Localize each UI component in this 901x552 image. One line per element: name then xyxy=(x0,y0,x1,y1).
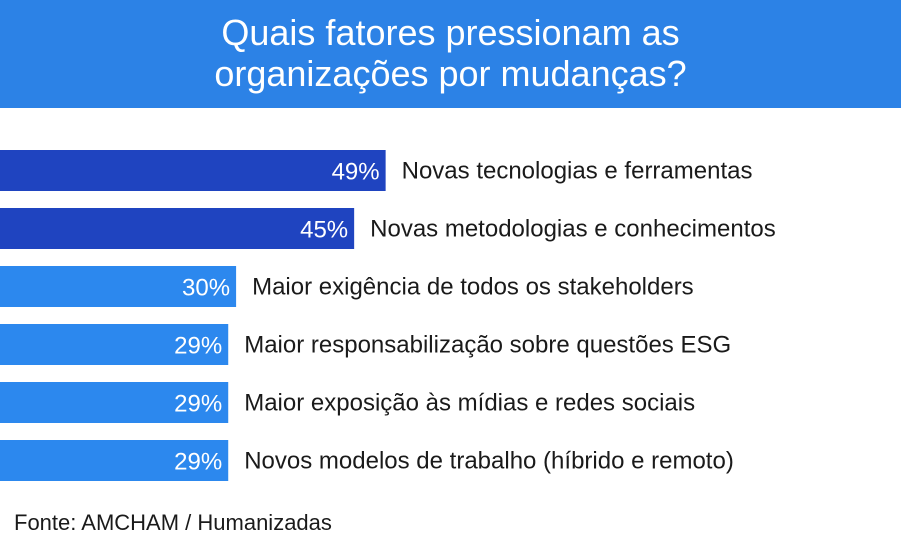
bar-value-label-4: 29% xyxy=(174,333,222,360)
bar-1 xyxy=(0,150,386,191)
chart-title-line-2: organizações por mudanças? xyxy=(214,53,687,94)
chart-title-line-1: Quais fatores pressionam as xyxy=(221,12,680,53)
bar-3 xyxy=(0,266,237,307)
bar-value-label-1: 49% xyxy=(332,159,380,186)
category-label-1: Novas tecnologias e ferramentas xyxy=(402,158,753,185)
bar-value-label-2: 45% xyxy=(300,217,348,244)
category-label-3: Maior exigência de todos os stakeholders xyxy=(252,274,694,301)
title-banner: Quais fatores pressionam as organizações… xyxy=(0,0,901,108)
category-label-2: Novas metodologias e conhecimentos xyxy=(370,216,776,243)
bar-value-label-5: 29% xyxy=(174,391,222,418)
chart-title: Quais fatores pressionam as organizações… xyxy=(0,12,901,94)
bar-4 xyxy=(0,324,229,365)
category-label-4: Maior responsabilização sobre questões E… xyxy=(244,332,731,359)
category-label-6: Novos modelos de trabalho (híbrido e rem… xyxy=(244,448,734,475)
category-label-5: Maior exposição às mídias e redes sociai… xyxy=(244,390,695,417)
bar-6 xyxy=(0,440,229,481)
bar-chart: 49% Novas tecnologias e ferramentas 45% Nov… xyxy=(0,150,776,481)
bar-value-label-6: 29% xyxy=(174,449,222,476)
bar-2 xyxy=(0,208,355,249)
bar-5 xyxy=(0,382,229,423)
source-note: Fonte: AMCHAM / Humanizadas xyxy=(14,510,332,535)
bar-value-label-3: 30% xyxy=(182,275,230,302)
